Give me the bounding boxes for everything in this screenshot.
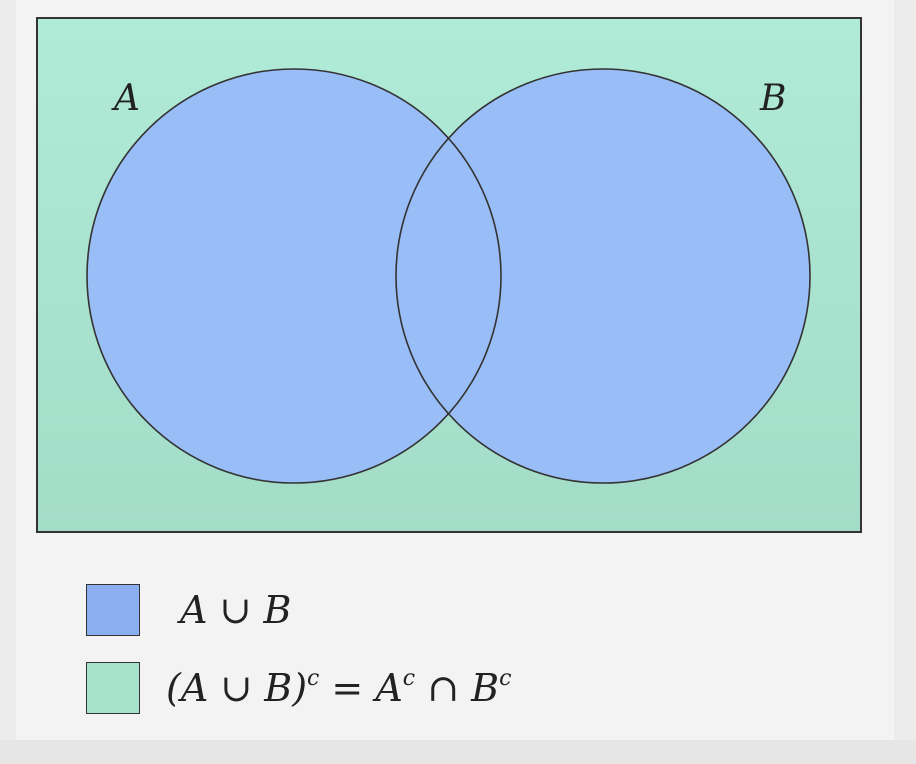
legend-swatch-union xyxy=(86,584,140,636)
set-b-circle xyxy=(396,69,810,483)
legend-row-complement: (A ∪ B)c = Ac ∩ Bc xyxy=(86,662,511,714)
set-a-circle xyxy=(87,69,501,483)
set-a-outline xyxy=(86,68,502,484)
set-b-label: B xyxy=(759,78,786,119)
legend-label-complement: (A ∪ B)c = Ac ∩ Bc xyxy=(166,666,512,710)
bottom-shade xyxy=(0,740,916,764)
legend-label-union: A ∪ B xyxy=(180,588,292,632)
set-b-outline xyxy=(395,68,811,484)
legend-row-union: A ∪ B xyxy=(86,584,291,636)
set-a-label: A xyxy=(111,78,140,119)
legend-swatch-complement xyxy=(86,662,140,714)
